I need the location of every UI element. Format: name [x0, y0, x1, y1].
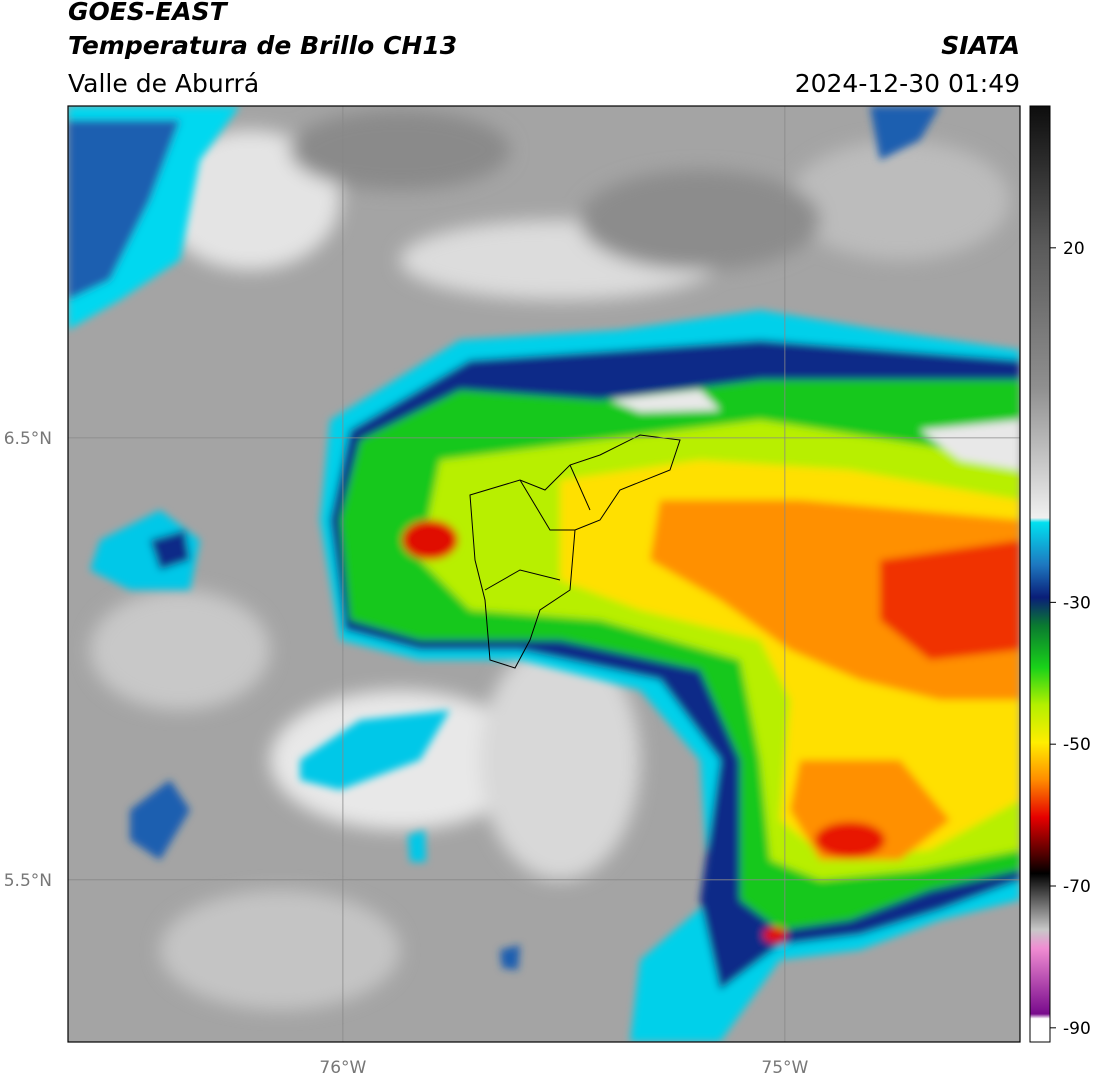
lon-label: 76°W	[319, 1058, 366, 1078]
lat-label: 5.5°N	[4, 871, 52, 891]
satellite-image	[68, 106, 1020, 1042]
map-frame	[67, 105, 1021, 1043]
region: Valle de Aburrá	[68, 69, 259, 98]
lat-label: 6.5°N	[4, 429, 52, 449]
colorbar	[1029, 105, 1051, 1043]
colorbar-tick-label: -70	[1063, 877, 1091, 897]
datetime: 2024-12-30 01:49	[795, 69, 1020, 98]
colorbar-tick-label: -90	[1063, 1019, 1091, 1039]
title: GOES-EAST	[68, 0, 229, 26]
lon-label: 75°W	[761, 1058, 808, 1078]
source: SIATA	[941, 31, 1020, 60]
colorbar-tick-label: -30	[1063, 593, 1091, 613]
subtitle: Temperatura de Brillo CH13	[68, 31, 457, 60]
graticule	[68, 106, 1020, 1042]
colorbar-tick-label: 20	[1063, 239, 1085, 259]
colorbar-tick-label: -50	[1063, 735, 1091, 755]
